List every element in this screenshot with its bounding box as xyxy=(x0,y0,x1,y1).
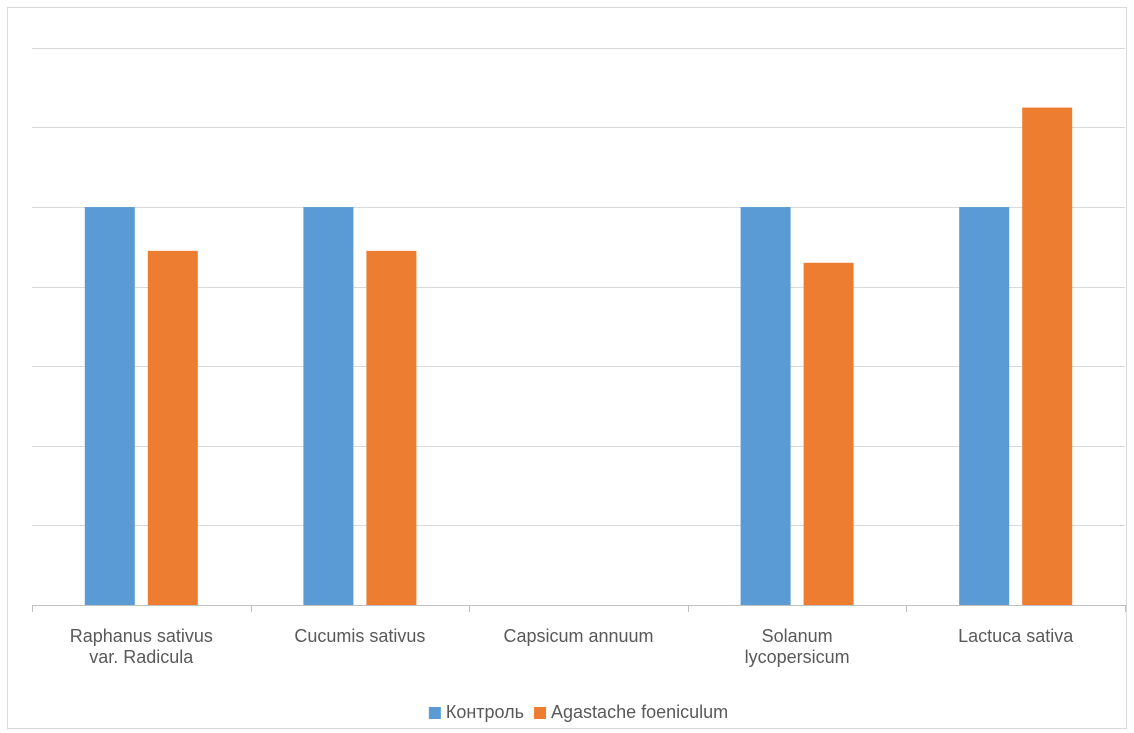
legend-label-1: Agastache foeniculum xyxy=(551,702,728,722)
x-axis xyxy=(32,605,1126,612)
bar-agastache-4 xyxy=(1022,107,1073,605)
bar-control-1 xyxy=(303,207,354,605)
legend-swatch-0 xyxy=(428,707,441,719)
x-tick-label: Capsicum annuum xyxy=(503,626,653,646)
bar-agastache-1 xyxy=(366,250,417,606)
x-tick-label: Lactuca sativa xyxy=(958,626,1074,646)
bar-agastache-0 xyxy=(147,250,198,606)
bar-control-3 xyxy=(740,207,791,605)
x-tick-label: Solanum lycopersicum xyxy=(745,626,850,667)
bar-control-4 xyxy=(959,207,1010,605)
x-tick-label: Cucumis sativus xyxy=(294,626,425,646)
legend: Контроль Agastache foeniculum xyxy=(428,702,728,722)
legend-label-0: Контроль xyxy=(446,702,524,722)
bars xyxy=(84,107,1073,606)
bar-agastache-3 xyxy=(803,262,854,605)
x-tick-labels: Raphanus sativus var. Radicula Cucumis sat… xyxy=(70,626,1074,667)
bar-control-0 xyxy=(84,207,135,605)
x-tick-label: Raphanus sativus var. Radicula xyxy=(70,626,213,667)
gridlines xyxy=(32,48,1125,526)
legend-swatch-1 xyxy=(534,707,547,719)
